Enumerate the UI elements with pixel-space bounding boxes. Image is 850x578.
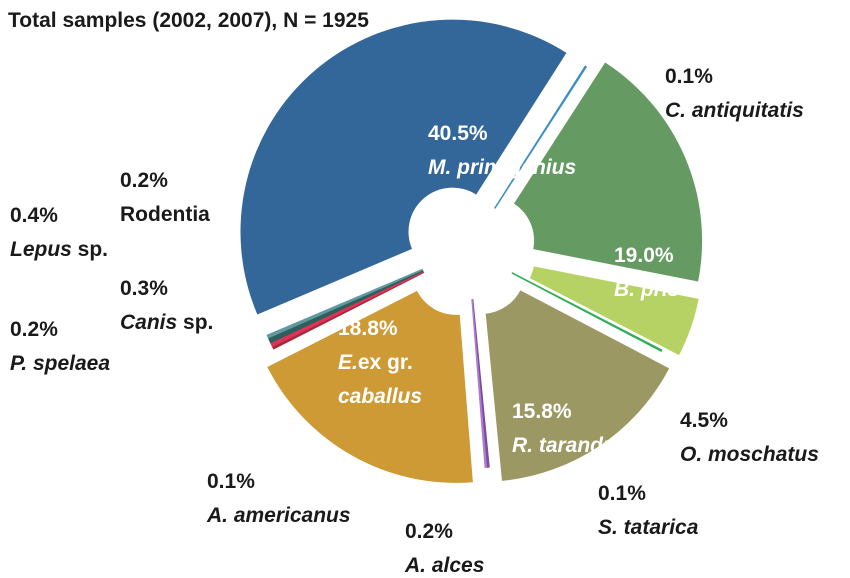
chart-title: Total samples (2002, 2007), N = 1925: [8, 9, 369, 32]
slice-name-part: Lepus: [10, 238, 72, 261]
pie-slice-c-antiquitatis: [494, 65, 588, 209]
slice-name-part: Canis: [120, 311, 177, 334]
slice-label-r-tarandus: 15.8% R. tarandus: [512, 400, 628, 457]
slice-label-a-americanus: 0.1% A. americanus: [206, 470, 351, 527]
slice-name-part: P. spelaea: [10, 352, 110, 375]
slice-percent: 0.1%: [665, 65, 713, 88]
slice-percent: 0.1%: [598, 482, 646, 505]
slice-name-part: ex gr.: [358, 351, 413, 374]
slice-name-part: M. primigenius: [428, 156, 576, 179]
slice-percent: 18.8%: [338, 317, 398, 340]
slice-label-rodentia: 0.2% Rodentia: [120, 169, 210, 226]
pie-slice-m-primigenius: [240, 19, 567, 315]
slice-percent: 0.2%: [405, 520, 453, 543]
slice-name-part: caballus: [338, 385, 422, 408]
slice-name-part: sp.: [72, 238, 108, 261]
slice-label-e-ex-gr-caballus: 18.8% E.ex gr. caballus: [338, 317, 422, 408]
slice-label-a-alces: 0.2% A. alces: [404, 520, 484, 577]
slice-name-part: B. priscus: [614, 278, 716, 301]
slice-percent: 0.2%: [10, 318, 58, 341]
slice-label-p-spelaea: 0.2% P. spelaea: [10, 318, 110, 375]
slice-name-part: A. americanus: [206, 504, 351, 527]
pie-slice-e-ex-gr-caballus: [267, 290, 473, 483]
slice-percent: 15.8%: [512, 400, 572, 423]
slice-name-part: A. alces: [404, 554, 484, 577]
pie-slice-r-tarandus: [485, 290, 670, 481]
pie-slice-a-americanus: [471, 299, 488, 468]
pie-slice-o-moschatus: [529, 266, 699, 356]
slice-label-canis-sp: 0.3% Canis sp.: [120, 277, 213, 334]
slice-percent: 0.4%: [10, 204, 58, 227]
slice-percent: 0.2%: [120, 169, 168, 192]
slice-label-m-primigenius: 40.5% M. primigenius: [428, 122, 576, 179]
pie-slice-rodentia: [266, 268, 423, 339]
slice-name-part: C. antiquitatis: [665, 99, 804, 122]
slice-percent: 19.0%: [614, 244, 674, 267]
slice-label-c-antiquitatis: 0.1% C. antiquitatis: [665, 65, 804, 122]
slice-label-lepus-sp: 0.4% Lepus sp.: [10, 204, 108, 261]
slice-percent: 40.5%: [428, 122, 488, 145]
pie-slices: [240, 19, 703, 483]
pie-slice-b-priscus: [513, 62, 703, 282]
slice-label-o-moschatus: 4.5% O. moschatus: [680, 409, 819, 466]
slice-name-part: E.: [338, 351, 358, 374]
pie-slice-s-tatarica: [511, 272, 663, 352]
slice-name-part: R. tarandus: [512, 434, 628, 457]
slice-percent: 4.5%: [680, 409, 728, 432]
slice-percent: 0.1%: [207, 470, 255, 493]
slice-label-b-priscus: 19.0% B. priscus: [614, 244, 716, 301]
slice-label-s-tatarica: 0.1% S. tatarica: [598, 482, 699, 539]
slice-name-part: sp.: [177, 311, 213, 334]
slice-name-part: O. moschatus: [680, 443, 819, 466]
slice-percent: 0.3%: [120, 277, 168, 300]
slice-name-part: Rodentia: [120, 203, 210, 226]
slice-name-part: S. tatarica: [598, 516, 699, 539]
pie-labels: 40.5% M. primigenius 0.1% C. antiquitatis 19…: [10, 65, 819, 577]
